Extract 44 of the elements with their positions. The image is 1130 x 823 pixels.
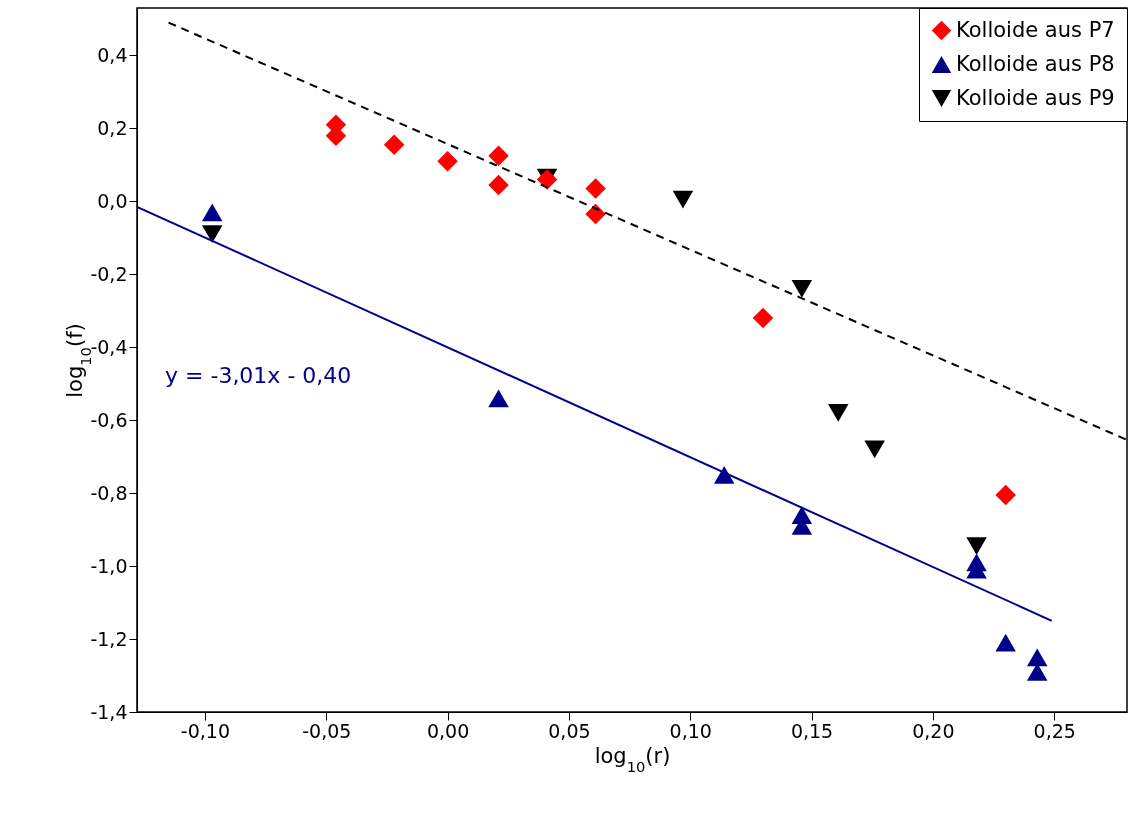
- point: [864, 440, 885, 459]
- point: [201, 225, 223, 244]
- point: [752, 307, 774, 329]
- x-tick-label: 0,10: [669, 719, 712, 742]
- x-tick-label: 0,25: [1033, 719, 1076, 742]
- point: [966, 537, 987, 555]
- y-tick-label: 0,0: [97, 189, 128, 212]
- y-tick-label: 0,4: [97, 43, 128, 66]
- x-tick-label: 0,15: [790, 719, 834, 742]
- y-tick-label: -1,4: [90, 700, 128, 723]
- x-tick-label: -0,10: [180, 719, 231, 742]
- annotation: y = -3,01x - 0,40: [165, 363, 352, 388]
- x-tick-label: -0,05: [302, 719, 352, 742]
- y-tick-label: -0,8: [90, 481, 128, 504]
- point: [966, 553, 987, 572]
- point: [995, 633, 1016, 652]
- legend-label: Kolloide aus P9: [956, 85, 1115, 110]
- legend-label: Kolloide aus P8: [956, 51, 1115, 76]
- point: [488, 174, 509, 196]
- legend-label: Kolloide aus P7: [956, 17, 1115, 42]
- point: [1026, 663, 1048, 681]
- point: [383, 134, 405, 156]
- point: [995, 484, 1016, 506]
- x-tick-label: 0,00: [426, 719, 470, 742]
- point: [672, 190, 694, 209]
- y-tick-label: -0,6: [90, 408, 128, 431]
- point: [791, 280, 813, 298]
- x-axis-title: log$_{10}$(r): [594, 743, 671, 774]
- y-tick-label: 0,2: [97, 116, 128, 139]
- point: [201, 203, 223, 222]
- point: [488, 389, 509, 408]
- y-tick-label: -0,2: [90, 262, 128, 285]
- point: [437, 150, 458, 172]
- point: [791, 506, 813, 524]
- x-tick-label: 0,20: [912, 719, 955, 742]
- point: [1026, 648, 1048, 667]
- point: [713, 466, 735, 484]
- x-tick-label: 0,05: [548, 719, 591, 742]
- point: [488, 145, 509, 166]
- point: [585, 178, 606, 199]
- y-tick-label: -1,0: [90, 554, 128, 577]
- point: [828, 404, 849, 422]
- y-tick-label: -1,2: [90, 627, 128, 650]
- y-tick-label: -0,4: [90, 335, 128, 358]
